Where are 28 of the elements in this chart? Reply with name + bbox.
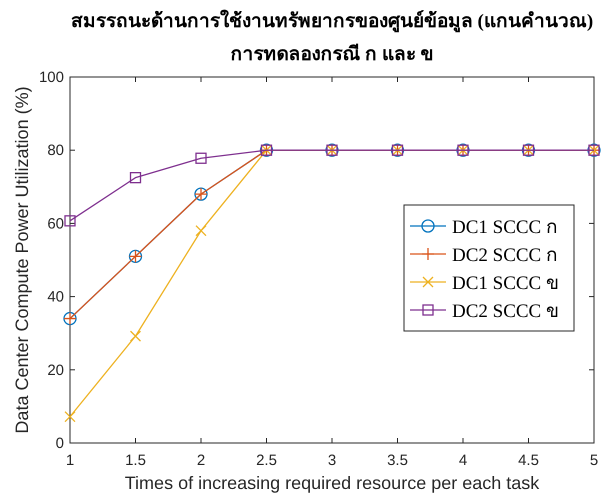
x-tick-label: 5 — [590, 452, 598, 469]
y-axis-title: Data Center Compute Power Utilization (%) — [12, 86, 32, 434]
point — [64, 411, 76, 422]
legend-label: DC2 SCCC ข — [452, 301, 559, 322]
y-tick-label: 20 — [47, 362, 64, 379]
legend-label: DC1 SCCC ข — [452, 273, 559, 294]
x-tick-label: 1 — [66, 452, 74, 469]
legend-label: DC1 SCCC ก — [452, 217, 558, 238]
point — [130, 330, 142, 342]
y-tick-label: 60 — [47, 215, 64, 232]
x-tick-label: 1.5 — [125, 452, 146, 469]
x-tick-label: 4 — [458, 452, 468, 469]
y-tick-label: 0 — [56, 435, 64, 452]
point — [64, 215, 76, 226]
point — [195, 225, 207, 236]
y-tick-label: 100 — [38, 69, 64, 86]
point — [130, 172, 142, 184]
x-tick-label: 2.5 — [256, 452, 277, 469]
x-tick-label: 2 — [196, 452, 206, 469]
y-tick-label: 80 — [47, 142, 64, 160]
point — [195, 152, 207, 164]
x-tick-label: 4.5 — [518, 452, 539, 469]
x-axis-title: Times of increasing required resource per each task — [124, 473, 540, 493]
x-tick-label: 3.5 — [387, 452, 408, 469]
y-tick-label: 40 — [47, 288, 64, 306]
chart-title: สมรรถนะด้านการใช้งานทรัพยากรของศูนย์ข้อมูล (แกนคำนวณ) การทดลองกรณี ก และ ข — [70, 9, 594, 65]
x-tick-label: 3 — [328, 452, 336, 469]
legend-label: DC2 SCCC ก — [452, 245, 558, 266]
